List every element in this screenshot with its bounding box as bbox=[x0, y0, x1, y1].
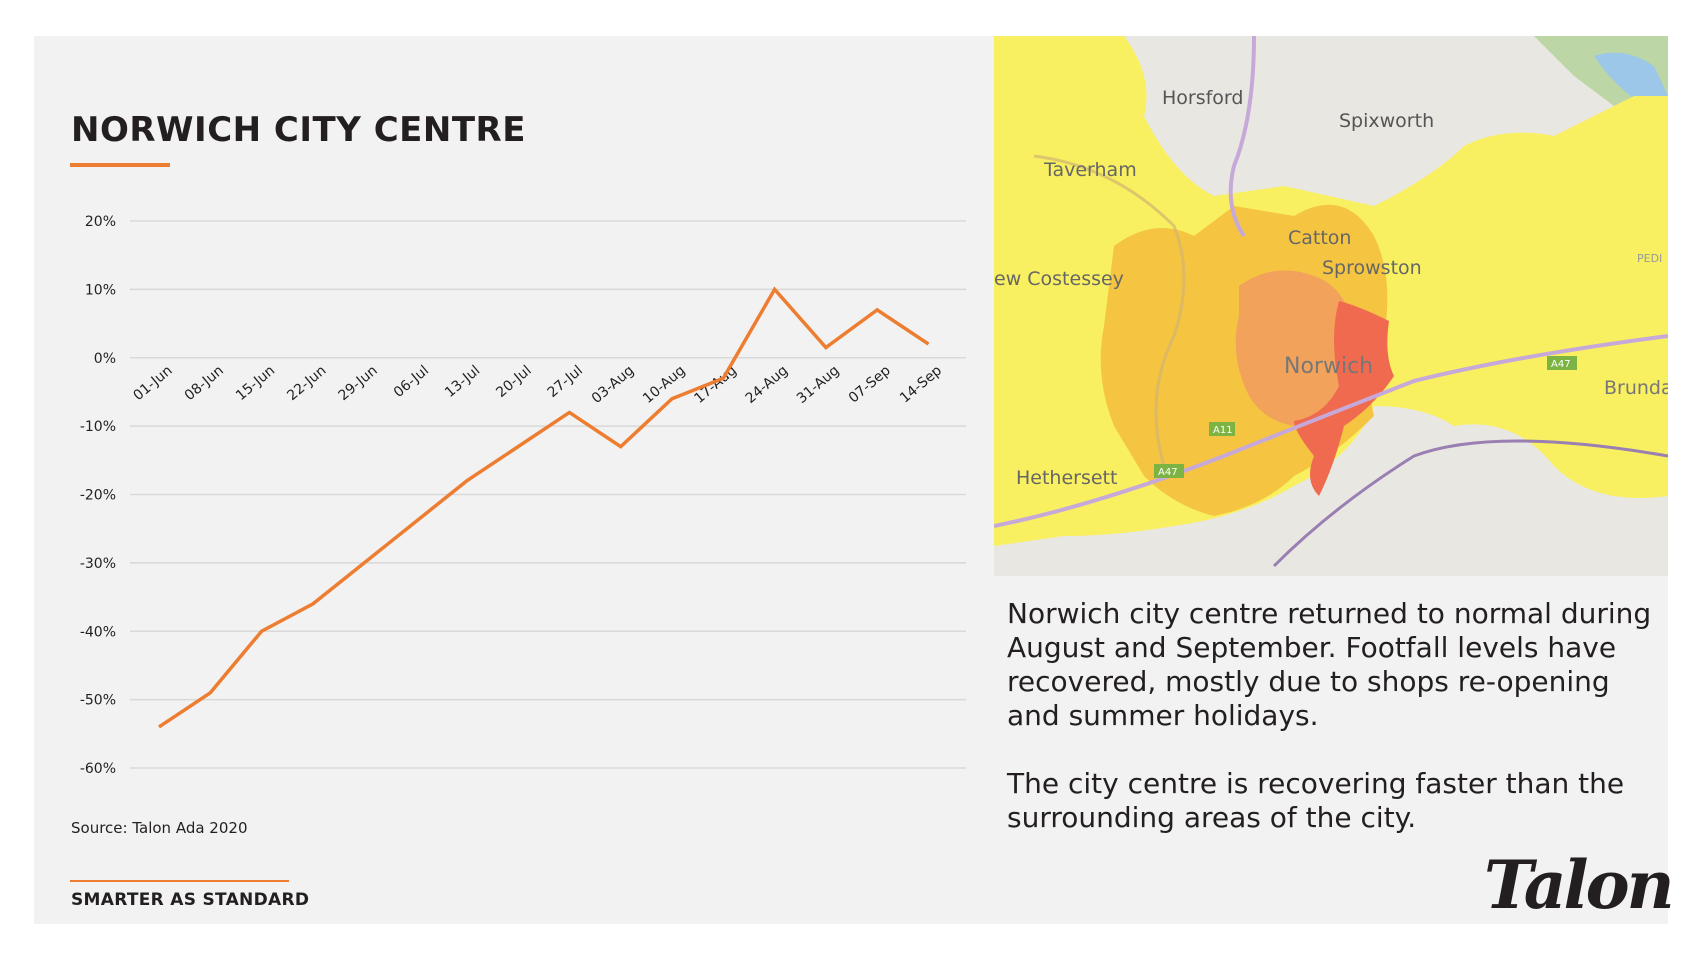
y-tick-label: -20% bbox=[80, 488, 116, 504]
x-tick-label: 01-Jun bbox=[130, 363, 175, 405]
road-badge-a47-east bbox=[1547, 356, 1577, 370]
footer-rule bbox=[70, 880, 289, 882]
talon-logo: Talon bbox=[1484, 846, 1675, 924]
map-label-hethersett: Hethersett bbox=[1016, 467, 1117, 489]
map-label-spixworth: Spixworth bbox=[1339, 110, 1434, 132]
y-tick-label: -60% bbox=[80, 761, 116, 777]
chart-series bbox=[158, 286, 930, 729]
map-label-norwich: Norwich bbox=[1284, 354, 1373, 379]
x-tick-label: 27-Jul bbox=[545, 363, 586, 401]
map-label-sprowston: Sprowston bbox=[1322, 257, 1422, 279]
map-road-ring bbox=[1033, 154, 1186, 467]
x-tick-label: 22-Jun bbox=[284, 363, 329, 405]
map-label-pedi: PEDI bbox=[1637, 252, 1662, 265]
road-badge-a47-west bbox=[1154, 464, 1184, 478]
road-label-a47-east: A47 bbox=[1551, 359, 1571, 370]
y-tick-label: -10% bbox=[80, 419, 116, 435]
y-tick-label: 0% bbox=[94, 351, 116, 367]
x-tick-label: 24-Aug bbox=[743, 363, 792, 407]
x-tick-label: 13-Jul bbox=[442, 363, 483, 401]
x-tick-label: 08-Jun bbox=[182, 363, 227, 405]
x-tick-label: 10-Aug bbox=[640, 363, 689, 407]
footer-tagline: SMARTER AS STANDARD bbox=[71, 890, 310, 910]
map-label-taverham: Taverham bbox=[1043, 159, 1137, 181]
road-badge-a11 bbox=[1209, 422, 1235, 436]
description-paragraph-1: Norwich city centre returned to normal d… bbox=[1007, 597, 1652, 732]
y-tick-label: -30% bbox=[80, 556, 116, 572]
source-note: Source: Talon Ada 2020 bbox=[71, 819, 248, 837]
description: Norwich city centre returned to normal d… bbox=[1007, 597, 1667, 869]
y-tick-label: -50% bbox=[80, 693, 116, 709]
map-road-purple-north bbox=[1228, 36, 1256, 238]
page-title: NORWICH CITY CENTRE bbox=[71, 110, 526, 150]
orange-zone bbox=[1235, 270, 1354, 426]
chart-y-axis-ticks: 20% 10% 0% -10% -20% -30% -40% -50% -60% bbox=[80, 214, 116, 777]
x-tick-label: 15-Jun bbox=[233, 363, 278, 405]
red-zone bbox=[1294, 301, 1394, 496]
road-label-a11: A11 bbox=[1213, 425, 1233, 436]
footfall-line-chart: 20%10%0%-10%-20%-30%-40%-50%-60% 01-Jun 0… bbox=[80, 214, 966, 777]
map-label-horsford: Horsford bbox=[1162, 87, 1243, 109]
series-line bbox=[158, 286, 930, 729]
map-water bbox=[1594, 52, 1668, 106]
x-tick-label: 17-Aug bbox=[691, 363, 740, 407]
map-rail bbox=[1272, 439, 1668, 568]
title-underline bbox=[70, 163, 170, 167]
x-tick-label: 07-Sep bbox=[846, 362, 894, 406]
y-tick-label: 10% bbox=[85, 282, 116, 298]
norwich-heat-map: Horsford Spixworth Taverham Catton Sprow… bbox=[994, 36, 1668, 576]
map-label-catton: Catton bbox=[1288, 227, 1351, 249]
x-tick-label: 29-Jun bbox=[336, 363, 381, 405]
x-tick-label: 06-Jul bbox=[391, 363, 432, 401]
x-tick-label: 20-Jul bbox=[493, 363, 534, 401]
x-tick-label: 03-Aug bbox=[589, 363, 638, 407]
y-tick-label: -40% bbox=[80, 624, 116, 640]
map-label-brundall: Brunda bbox=[1604, 377, 1668, 399]
map-label-costessey: ew Costessey bbox=[994, 268, 1124, 290]
description-paragraph-2: The city centre is recovering faster tha… bbox=[1007, 767, 1625, 834]
x-tick-label: 14-Sep bbox=[897, 362, 945, 406]
x-tick-label: 31-Aug bbox=[794, 363, 843, 407]
y-tick-label: 20% bbox=[85, 214, 116, 230]
chart-grid bbox=[130, 220, 966, 769]
road-label-a47-west: A47 bbox=[1158, 467, 1178, 478]
map-road-purple bbox=[994, 334, 1668, 528]
chart-x-axis-ticks: 01-Jun 08-Jun 15-Jun 22-Jun 29-Jun 06-Jul 13-J… bbox=[130, 362, 945, 406]
